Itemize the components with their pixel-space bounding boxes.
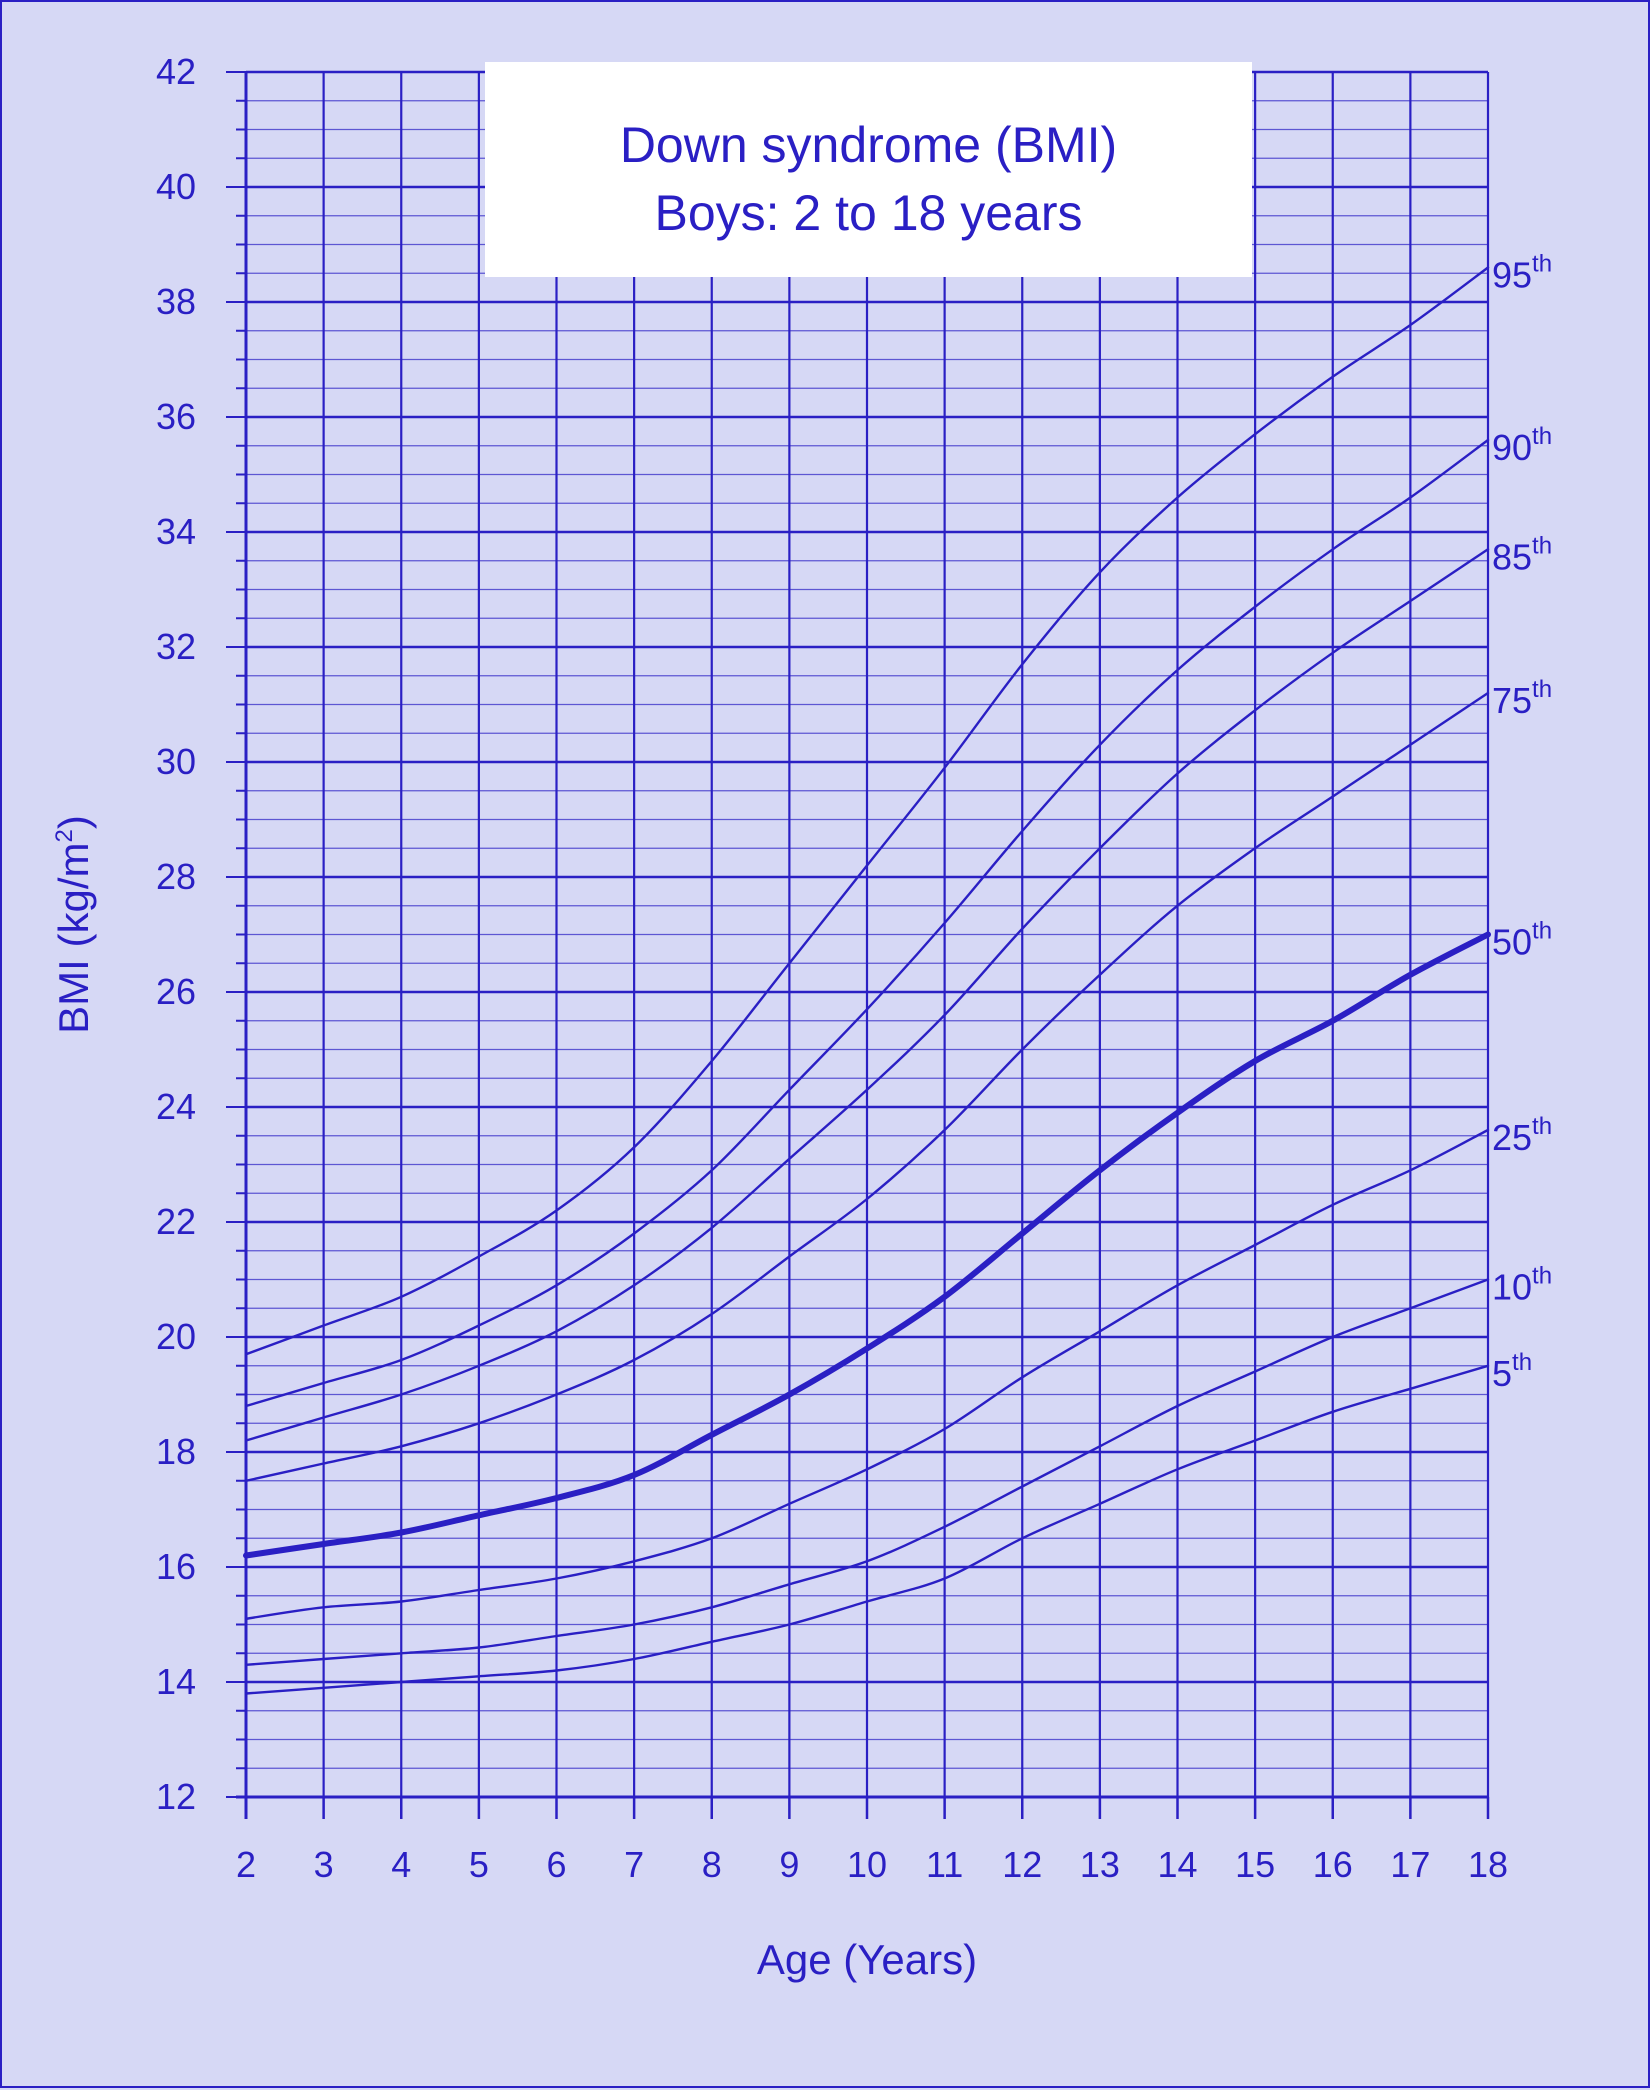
y-tick-label: 14 (156, 1661, 196, 1702)
y-tick-label: 34 (156, 511, 196, 552)
y-axis-label: BMI (kg/m2) (50, 815, 97, 1034)
y-tick-label: 20 (156, 1316, 196, 1357)
percentile-label-value: 90 (1492, 427, 1532, 468)
percentile-label-value: 50 (1492, 922, 1532, 963)
percentile-label-85: 85th (1492, 532, 1552, 577)
x-tick-label: 17 (1390, 1844, 1430, 1885)
percentile-label-25: 25th (1492, 1113, 1552, 1158)
y-tick-label: 30 (156, 741, 196, 782)
percentile-label-suffix: th (1532, 251, 1552, 278)
percentile-curve-5 (244, 1364, 1490, 1695)
y-axis-label-main: BMI (kg/m (50, 843, 97, 1034)
y-tick-label: 26 (156, 971, 196, 1012)
percentile-curve-50 (243, 931, 1491, 1559)
percentile-label-suffix: th (1512, 1349, 1532, 1376)
x-tick-labels: 2 3 4 5 6 7 8 9 10 11 12 13 14 15 16 17 18 (236, 1844, 1508, 1885)
percentile-curve-25 (244, 1128, 1490, 1620)
x-tick-label: 2 (236, 1844, 256, 1885)
percentile-label-suffix: th (1532, 1113, 1552, 1140)
percentile-label-value: 95 (1492, 255, 1532, 296)
x-tick-label: 6 (546, 1844, 566, 1885)
percentile-curve-95 (244, 266, 1490, 1356)
x-tick-label: 5 (469, 1844, 489, 1885)
percentile-label-75: 75th (1492, 676, 1552, 721)
percentile-label-suffix: th (1532, 532, 1552, 559)
percentile-label-value: 75 (1492, 680, 1532, 721)
x-tick-label: 16 (1313, 1844, 1353, 1885)
y-tick-label: 28 (156, 856, 196, 897)
major-grid (244, 70, 1490, 1799)
y-tick-label: 38 (156, 281, 196, 322)
percentile-label-suffix: th (1532, 918, 1552, 945)
percentile-label-90: 90th (1492, 423, 1552, 468)
y-tick-label: 32 (156, 626, 196, 667)
y-axis-label-close: ) (50, 815, 97, 829)
x-tick-label: 11 (926, 1844, 963, 1885)
x-tick-label: 10 (847, 1844, 887, 1885)
title-box: Down syndrome (BMI) Boys: 2 to 18 years (485, 62, 1252, 277)
x-tick-label: 12 (1002, 1844, 1042, 1885)
x-tick-label: 9 (779, 1844, 799, 1885)
percentile-label-95: 95th (1492, 251, 1552, 296)
percentile-label-value: 10 (1492, 1267, 1532, 1308)
x-tick-label: 18 (1468, 1844, 1508, 1885)
y-tick-label: 40 (156, 166, 196, 207)
y-axis-label-sup: 2 (51, 829, 78, 842)
chart-subtitle: Boys: 2 to 18 years (654, 185, 1082, 241)
y-tick-label: 42 (156, 51, 196, 92)
percentile-label-10: 10th (1492, 1263, 1552, 1308)
x-tick-label: 8 (702, 1844, 722, 1885)
percentile-label-suffix: th (1532, 676, 1552, 703)
y-tick-label: 12 (156, 1776, 196, 1817)
chart-title: Down syndrome (BMI) (620, 117, 1117, 173)
x-tick-label: 7 (624, 1844, 644, 1885)
percentile-label-value: 5 (1492, 1353, 1512, 1394)
percentile-label-suffix: th (1532, 1263, 1552, 1290)
y-tick-label: 16 (156, 1546, 196, 1587)
y-tick-label: 18 (156, 1431, 196, 1472)
y-tick-label: 22 (156, 1201, 196, 1242)
y-tick-label: 24 (156, 1086, 196, 1127)
x-tick-label: 14 (1157, 1844, 1197, 1885)
percentile-label-5: 5th (1492, 1349, 1532, 1394)
x-tick-label: 3 (314, 1844, 334, 1885)
percentile-curve-75 (244, 691, 1490, 1482)
y-tick-label: 36 (156, 396, 196, 437)
percentile-curve-90 (244, 438, 1490, 1408)
x-tick-label: 15 (1235, 1844, 1275, 1885)
percentile-curve-10 (244, 1278, 1490, 1666)
x-tick-label: 13 (1080, 1844, 1120, 1885)
axes (226, 71, 1490, 1819)
percentile-label-value: 25 (1492, 1117, 1532, 1158)
percentile-label-value: 85 (1492, 536, 1532, 577)
percentile-curves (243, 266, 1491, 1695)
percentile-label-50: 50th (1492, 918, 1552, 963)
percentile-label-suffix: th (1532, 423, 1552, 450)
x-axis-label: Age (Years) (757, 1936, 977, 1983)
x-tick-label: 4 (391, 1844, 411, 1885)
percentile-curve-85 (244, 548, 1490, 1442)
y-tick-labels: 12 14 16 18 20 22 24 26 28 30 32 34 36 38 40 42 (156, 51, 196, 1817)
title-background (485, 62, 1252, 277)
